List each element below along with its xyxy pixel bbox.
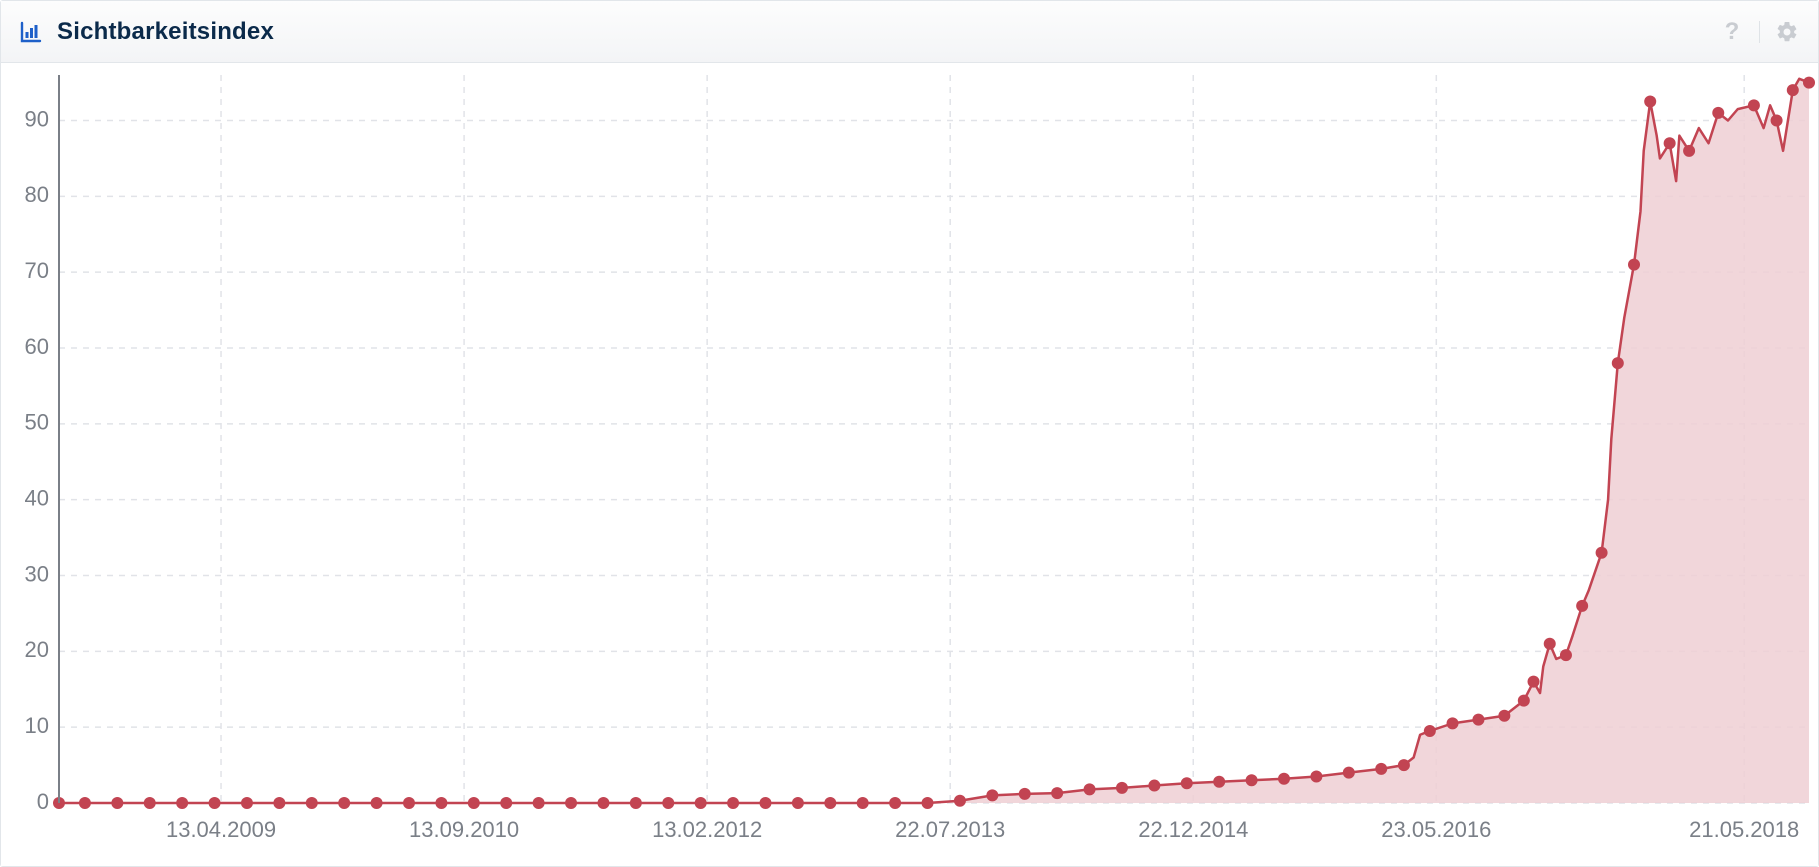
panel-tools: ? [1719, 19, 1800, 45]
svg-text:70: 70 [25, 258, 49, 283]
svg-text:80: 80 [25, 182, 49, 207]
visibility-chart-svg: 0 10 20 30 40 50 60 70 80 90 13.04.2009 13.09.2010 1… [1, 63, 1818, 866]
svg-text:20: 20 [25, 637, 49, 662]
svg-text:60: 60 [25, 334, 49, 359]
svg-text:30: 30 [25, 561, 49, 586]
svg-text:21.05.2018: 21.05.2018 [1689, 817, 1799, 842]
svg-text:10: 10 [25, 713, 49, 738]
tools-divider [1759, 21, 1760, 43]
panel-header: Sichtbarkeitsindex ? [1, 1, 1818, 63]
panel-title-wrap: Sichtbarkeitsindex [19, 18, 274, 46]
svg-text:13.09.2010: 13.09.2010 [409, 817, 519, 842]
help-icon-label: ? [1725, 18, 1740, 46]
svg-text:22.12.2014: 22.12.2014 [1138, 817, 1248, 842]
help-icon[interactable]: ? [1719, 19, 1745, 45]
visibility-index-panel: Sichtbarkeitsindex ? 0 10 20 30 40 50 60 70 80 90… [0, 0, 1819, 867]
svg-text:0: 0 [37, 789, 49, 814]
svg-text:50: 50 [25, 410, 49, 435]
svg-text:22.07.2013: 22.07.2013 [895, 817, 1005, 842]
svg-text:23.05.2016: 23.05.2016 [1381, 817, 1491, 842]
chart-area[interactable]: 0 10 20 30 40 50 60 70 80 90 13.04.2009 13.09.2010 1… [1, 63, 1818, 866]
svg-text:40: 40 [25, 485, 49, 510]
bar-chart-icon [19, 20, 43, 44]
panel-title: Sichtbarkeitsindex [57, 18, 274, 46]
gear-icon[interactable] [1774, 19, 1800, 45]
svg-text:90: 90 [25, 106, 49, 131]
svg-text:13.02.2012: 13.02.2012 [652, 817, 762, 842]
svg-text:13.04.2009: 13.04.2009 [166, 817, 276, 842]
